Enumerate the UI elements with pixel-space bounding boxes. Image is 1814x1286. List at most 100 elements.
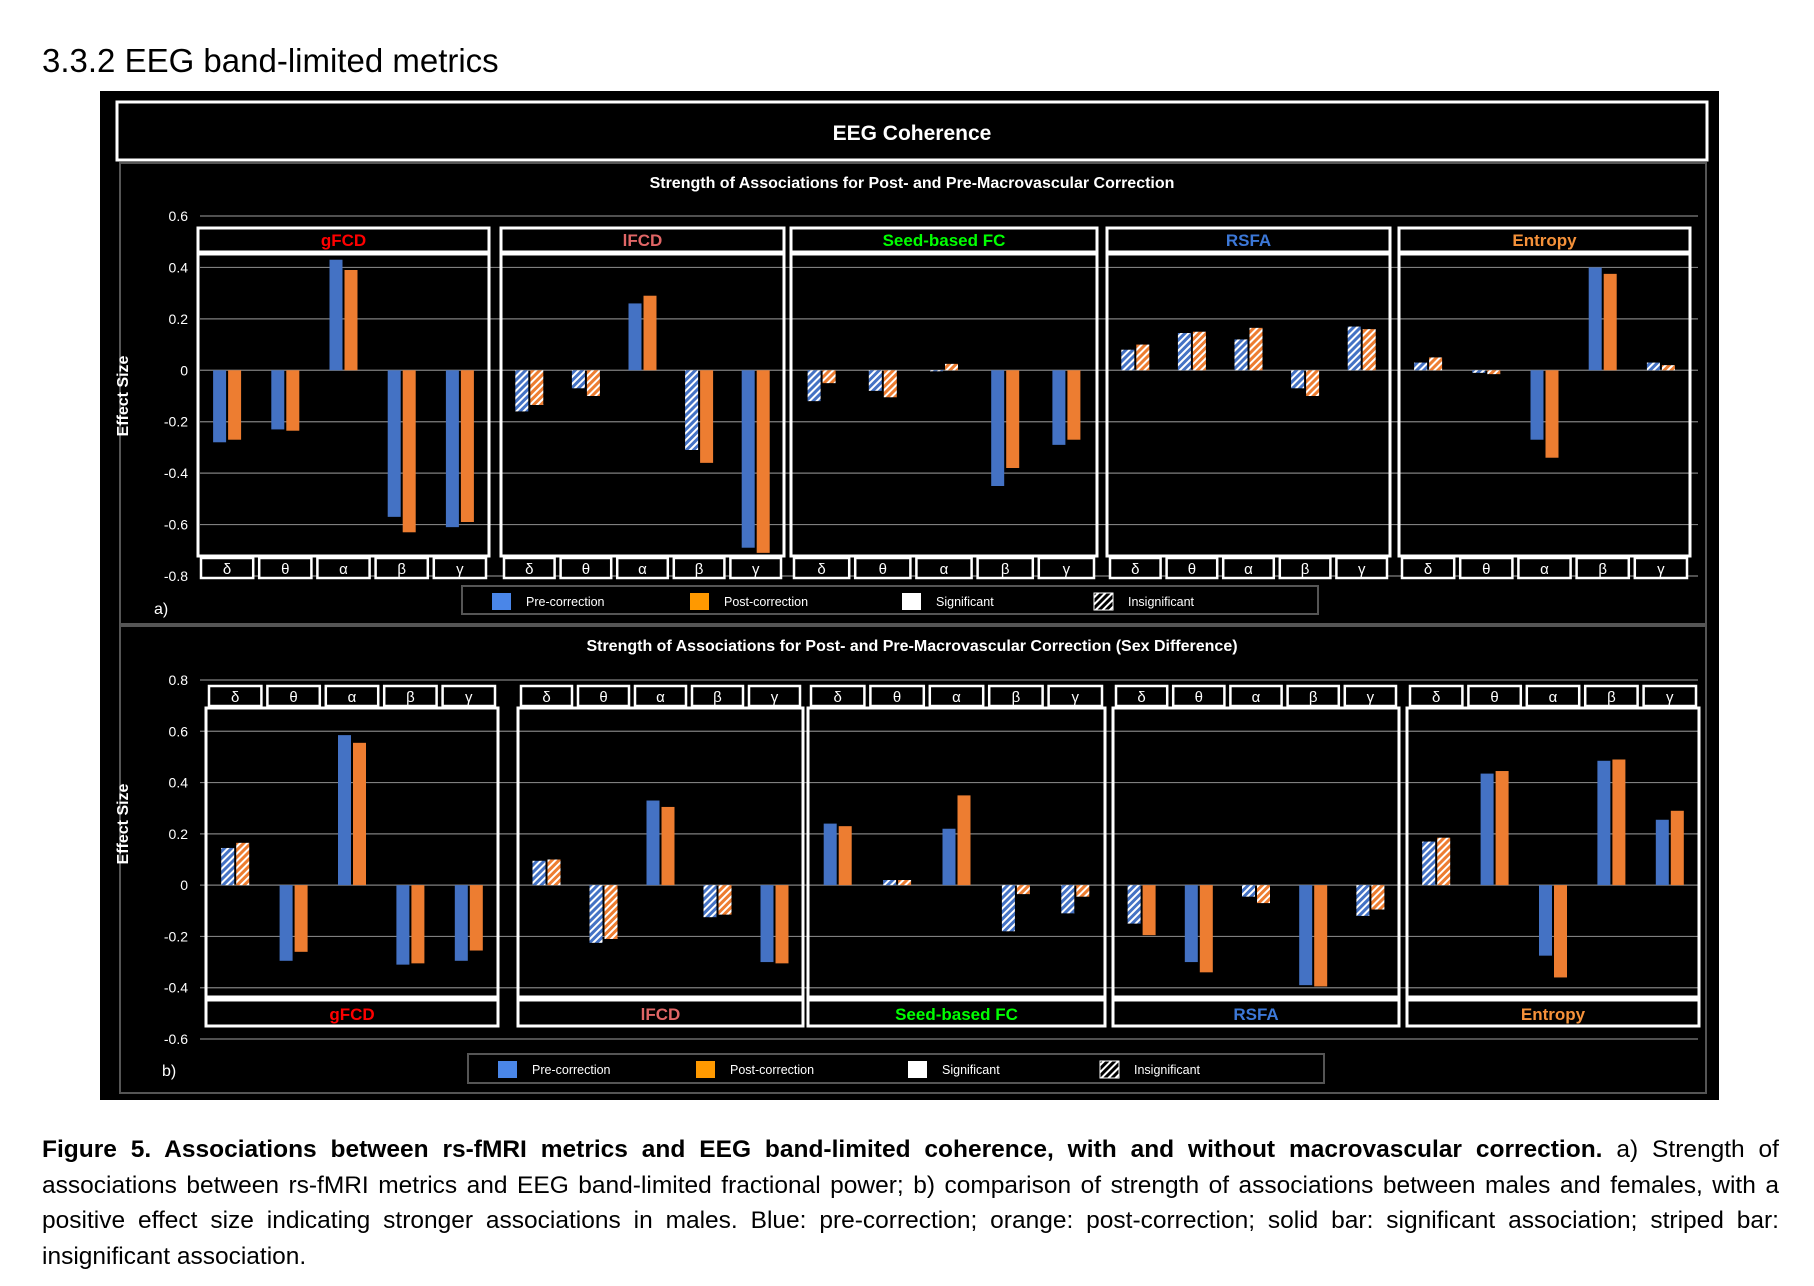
bar-post-correction [1016, 885, 1030, 895]
bar-pre-correction [1291, 370, 1305, 389]
band-tick-label: θ [289, 689, 297, 706]
bar-post-correction [353, 742, 366, 886]
bar-pre-correction [1299, 885, 1313, 986]
legend-label-post: Post-correction [724, 595, 808, 609]
y-tick-label: -0.4 [164, 980, 188, 996]
bar-post-correction [286, 370, 300, 431]
legend-box [461, 585, 1319, 615]
bar-pre-correction [741, 370, 755, 548]
band-label-box [1278, 556, 1332, 580]
band-label-box [928, 684, 985, 708]
bar-pre-correction [1234, 339, 1248, 371]
band-tick-label: γ [456, 561, 464, 578]
band-label-box [576, 684, 631, 708]
metric-name: Seed-based FC [895, 1005, 1018, 1024]
band-tick-label: θ [599, 689, 607, 706]
bar-post-correction [1076, 885, 1090, 897]
bar-pre-correction [221, 847, 235, 886]
band-tick-label: δ [542, 689, 550, 706]
bar-post-correction [1603, 273, 1617, 371]
metric-group-rsfa: RSFA δ θ α β γ [1111, 684, 1401, 1028]
legend: Pre-correction Post-correction Significant… [461, 585, 1319, 615]
band-tick-label: α [656, 689, 665, 706]
bar-post-correction [1429, 357, 1443, 371]
band-tick-label: β [1001, 561, 1010, 578]
bar-pre-correction [1539, 885, 1552, 956]
band-tick-label: θ [879, 561, 887, 578]
metric-name: RSFA [1226, 231, 1271, 250]
band-tick-label: δ [1137, 689, 1145, 706]
bar-pre-correction [1177, 333, 1191, 371]
band-tick-label: δ [1131, 561, 1139, 578]
bar-pre-correction [823, 823, 837, 886]
bar-post-correction [586, 370, 600, 396]
legend-swatch-significant [902, 593, 921, 610]
bar-pre-correction [1588, 267, 1602, 371]
band-tick-label: α [348, 689, 357, 706]
bar-pre-correction [1480, 773, 1494, 886]
bar-post-correction [1437, 837, 1451, 886]
band-tick-label: θ [281, 561, 289, 578]
bar-post-correction [1257, 885, 1270, 904]
metric-name-box [1105, 226, 1392, 254]
bar-post-correction [661, 806, 675, 886]
band-label-box [382, 684, 438, 708]
band-tick-label: β [1607, 689, 1616, 706]
chart-panel-b: Strength of Associations for Post- and P… [115, 625, 1707, 1094]
metric-group-entropy: Entropy δ θ α β γ [1397, 226, 1692, 580]
band-label-box [987, 684, 1044, 708]
band-tick-label: γ [771, 689, 779, 706]
bar-pre-correction [942, 828, 956, 886]
legend: Pre-correction Post-correction Significant… [467, 1053, 1325, 1084]
bar-pre-correction [1356, 885, 1370, 916]
band-label-box [1286, 684, 1341, 708]
metric-group-gfcd: gFCD δ θ α β γ [204, 684, 500, 1028]
band-label-box [207, 684, 263, 708]
band-tick-label: θ [1482, 561, 1490, 578]
band-label-box [633, 684, 688, 708]
band-tick-label: θ [893, 689, 901, 706]
panel-frame [119, 162, 1707, 625]
band-tick-label: α [940, 561, 949, 578]
bar-pre-correction [1597, 760, 1611, 886]
metric-name-box [499, 226, 786, 254]
legend-box [467, 1053, 1325, 1084]
figure-5: EEG Coherence Strength of Associations f… [100, 91, 1719, 1100]
band-label-box [792, 556, 851, 580]
bar-pre-correction [454, 885, 468, 961]
band-label-box [615, 556, 670, 580]
bar-pre-correction [271, 370, 285, 430]
bar-post-correction [775, 885, 789, 964]
bar-post-correction [1661, 365, 1675, 371]
bar-post-correction [756, 370, 770, 553]
bar-post-correction [344, 270, 358, 371]
band-tick-label: α [952, 689, 961, 706]
bar-post-correction [838, 826, 852, 886]
bar-pre-correction [515, 370, 529, 412]
legend-swatch-insignificant [1099, 1060, 1120, 1079]
metric-name: Entropy [1512, 231, 1577, 250]
bar-pre-correction [1472, 370, 1486, 373]
band-label-box [1642, 684, 1698, 708]
y-tick-label: -0.4 [164, 465, 188, 481]
band-label-box [1343, 684, 1398, 708]
y-tick-label: 0.6 [169, 723, 189, 739]
band-label-box [519, 684, 574, 708]
metric-plot-frame [1397, 252, 1692, 558]
band-label-box [853, 556, 912, 580]
band-label-box [1114, 684, 1169, 708]
band-tick-label: α [1252, 689, 1261, 706]
band-label-box [729, 556, 783, 580]
bar-post-correction [460, 370, 474, 522]
band-label-box [1221, 556, 1276, 580]
legend-label-post: Post-correction [730, 1063, 814, 1077]
band-tick-label: δ [834, 689, 842, 706]
metric-name: gFCD [329, 1005, 374, 1024]
metric-name: RSFA [1233, 1005, 1278, 1024]
band-tick-label: α [339, 561, 348, 578]
band-tick-label: β [406, 689, 415, 706]
bar-post-correction [1495, 771, 1509, 886]
band-tick-label: α [1244, 561, 1253, 578]
band-tick-label: β [1301, 561, 1310, 578]
bar-pre-correction [703, 885, 717, 918]
